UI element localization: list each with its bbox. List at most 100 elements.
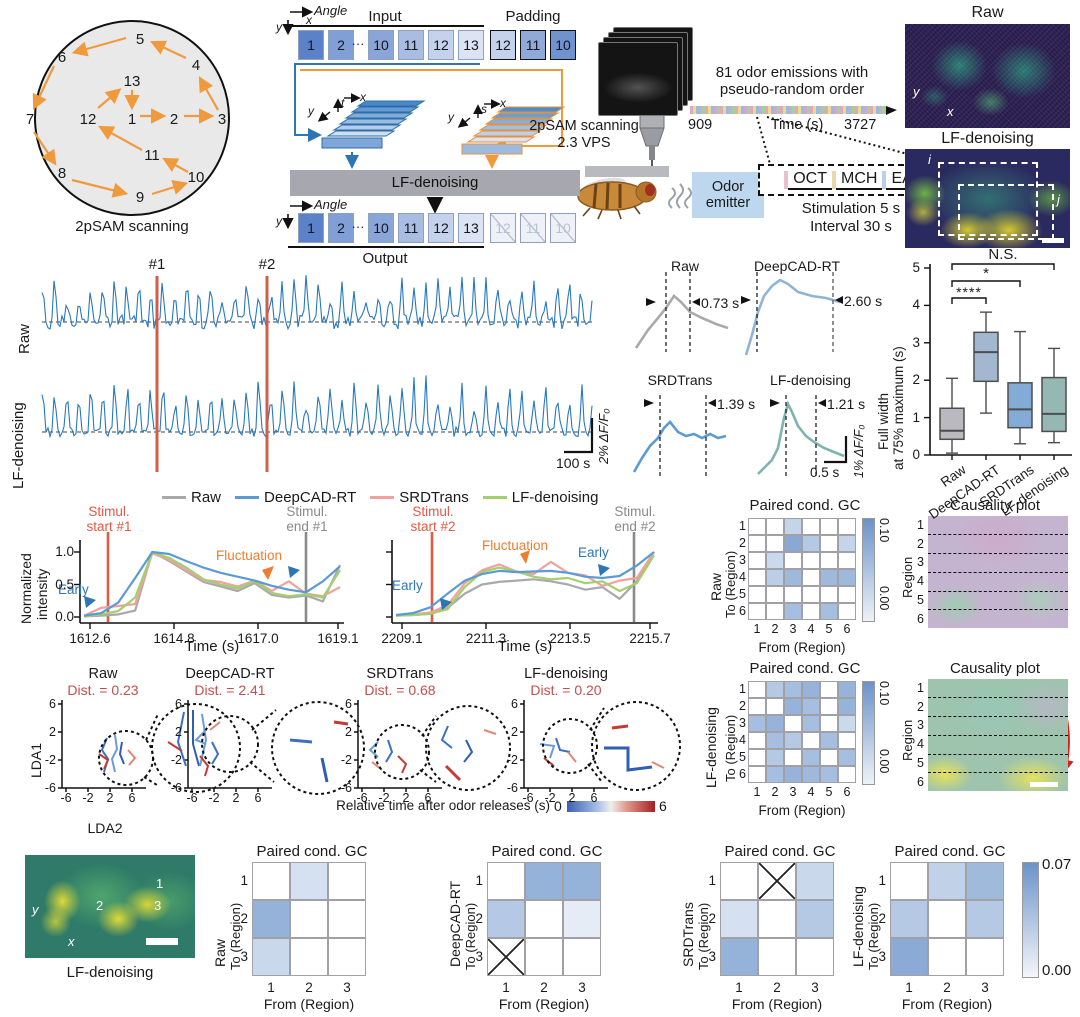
causality2-region-label: Region — [900, 719, 915, 761]
fwhm-lf-width: 1.21 s — [827, 396, 866, 412]
stim-ytick: 0.5 — [55, 576, 74, 592]
frame-box-13: 13 — [458, 30, 484, 60]
lda3-xtick: 6 — [424, 791, 432, 805]
caus1-tick-2: 2 — [917, 536, 924, 551]
gc3-DeepCAD-RT-name: DeepCAD-RT — [447, 880, 463, 967]
gc3-row-2: 2 — [708, 911, 716, 926]
stack2-x: x — [500, 96, 506, 110]
lda3-ytick: -6 — [340, 781, 352, 795]
frame-box-11: 11 — [398, 30, 424, 60]
stim1-early: Early — [58, 582, 89, 597]
lda3-xtick: -2 — [378, 791, 390, 805]
ea-marker — [882, 171, 887, 189]
gc6-raw-cell-2-6 — [838, 535, 856, 552]
stim2-end-label: Stimul. end #2 — [614, 504, 656, 534]
lda3-title: SRDTrans — [366, 666, 434, 682]
gc6-lf-cell-2-5 — [820, 698, 838, 715]
gc3-Raw-cell-2-2 — [290, 900, 328, 938]
stim1-xlabel: Time (s) — [184, 638, 240, 655]
gc6-lf-cell-5-6 — [838, 749, 856, 766]
gc3-LF-denoising-cell-1-2 — [928, 862, 966, 900]
gc6-lf-row-6: 6 — [739, 767, 746, 781]
gc3-Raw-cell-3-3 — [328, 938, 366, 976]
gc6-lf-cell-3-4 — [802, 715, 820, 732]
caus2-tick-1: 1 — [917, 681, 924, 695]
stim-xtick-2213.5: 2213.5 — [549, 631, 591, 646]
gc3-col-3: 3 — [981, 980, 989, 995]
gc3-col-1: 1 — [905, 980, 913, 995]
gc6-raw-col-2: 2 — [771, 622, 779, 636]
bottom-x-label: x — [68, 934, 75, 949]
scanning-point-13: 13 — [123, 73, 141, 90]
gc6-raw-cell-2-1 — [748, 535, 766, 552]
frame-box-13: 13 — [458, 213, 484, 243]
lda4-ytick: -6 — [506, 781, 518, 795]
gc3-Raw-cell-1-2 — [290, 862, 328, 900]
stim1-end-label: Stimul. end #1 — [286, 504, 328, 534]
caus2-tick-4: 4 — [917, 737, 924, 752]
scanning-point-3: 3 — [217, 111, 227, 128]
gc3-Raw-title: Paired cond. GC — [256, 843, 368, 860]
stim-linework — [74, 532, 658, 629]
stim-xtick-1612.6: 1612.6 — [69, 631, 111, 646]
emissions-line1: 81 odor emissions with — [715, 64, 869, 81]
legend-swatch — [370, 496, 395, 499]
gc3-LF-denoising-cell-3-3 — [966, 938, 1004, 976]
lda-colorbar — [567, 801, 655, 812]
stim2-early2: Early — [578, 545, 609, 560]
lda-linework — [58, 700, 681, 795]
fwhm-deepcad-title: DeepCAD-RT — [753, 258, 841, 274]
gc6-lf-row-4: 4 — [739, 733, 746, 747]
gc6-lf-cell-3-2 — [766, 715, 784, 732]
gc6-lf-cell-2-1 — [748, 698, 766, 715]
gc6-raw-cell-2-5 — [820, 535, 838, 552]
frame-box-12: 12 — [428, 30, 454, 60]
gc3-SRDTrans-cell-1-2 — [758, 862, 796, 900]
traces-linework — [41, 275, 594, 472]
gc6-raw-cell-2-4 — [802, 535, 820, 552]
caus1-tick-4: 4 — [917, 574, 924, 589]
trace-scale-y: 2% ΔF/F₀ — [596, 408, 611, 464]
gc3-DeepCAD-RT-cell-2-1 — [487, 900, 525, 938]
gc6-lf-name: LF-denoising — [703, 707, 719, 788]
scanning-circle — [32, 20, 230, 216]
gc3-Raw-cell-1-1 — [252, 862, 290, 900]
stim1-start-label: Stimul. start #1 — [86, 504, 132, 534]
bottom-image-label: LF-denoising — [66, 964, 154, 981]
gc3-LF-denoising-cell-2-3 — [966, 900, 1004, 938]
gc3-DeepCAD-RT-cell-3-3 — [563, 938, 601, 976]
frame-box-1: 1 — [298, 30, 324, 60]
stack-frame — [598, 42, 678, 116]
scalebar-bottom — [146, 938, 178, 945]
gc3-col-3: 3 — [578, 980, 586, 995]
gc6-lf-cell-2-3 — [784, 698, 802, 715]
gc6-raw-cell-5-5 — [820, 586, 838, 603]
gc6-lf-cell-4-6 — [838, 732, 856, 749]
frame-box-10: 10 — [550, 213, 576, 243]
sig-ns: N.S. — [988, 246, 1018, 263]
scanning-rate-line1: 2pSAM scanning — [529, 118, 639, 134]
timeline-start: 909 — [688, 117, 713, 133]
gc6-raw-name: Raw — [708, 572, 724, 601]
stage-platform — [585, 166, 669, 177]
lda1-xtick: 6 — [128, 791, 136, 805]
gc6-lf-col-4: 4 — [807, 785, 815, 799]
oct-marker — [784, 171, 789, 189]
gc3-colorbar — [1022, 862, 1039, 978]
caus1-tick-5: 5 — [917, 592, 924, 607]
frame-box-11: 11 — [398, 213, 424, 243]
gc6-lf-cell-5-1 — [748, 749, 766, 766]
gc3-row-2: 2 — [475, 911, 483, 926]
frame-box-12: 12 — [490, 30, 516, 60]
gc6-lf-matrix — [748, 681, 856, 783]
lda4-dist: Dist. = 0.20 — [530, 682, 602, 698]
stimulation-label: Stimulation 5 s — [801, 200, 901, 217]
gc3-DeepCAD-RT-cell-1-3 — [563, 862, 601, 900]
gc3-cbmin: 0.00 — [1042, 962, 1072, 979]
interval-label: Interval 30 s — [810, 218, 892, 235]
gc6-lf-cell-3-3 — [784, 715, 802, 732]
lda4-ytick: 2 — [511, 725, 518, 739]
gc3-SRDTrans-cell-2-2 — [758, 900, 796, 938]
causality2-image — [928, 679, 1068, 791]
